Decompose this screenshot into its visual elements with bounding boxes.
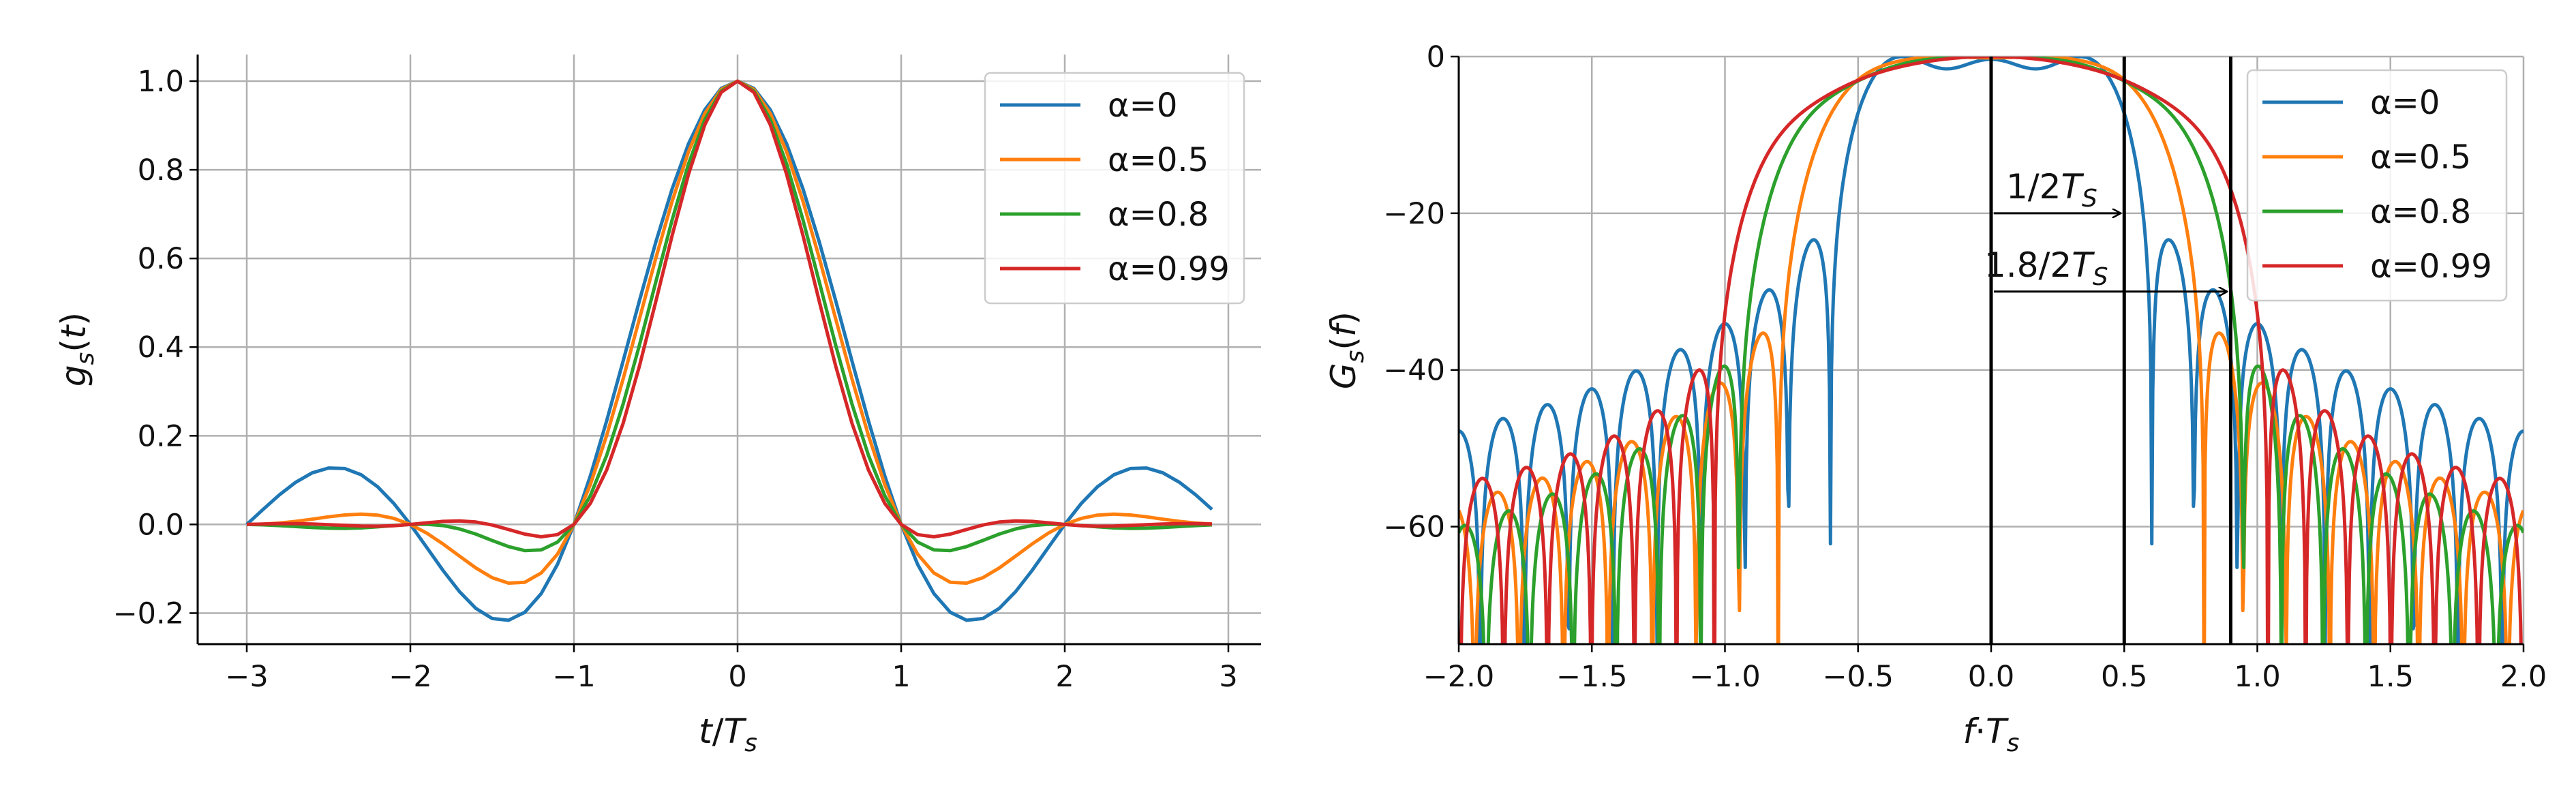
right-xlabel-dot: ·: [1975, 712, 1986, 751]
right-ylabel-G: G: [1324, 363, 1363, 389]
right-legend-box: [2246, 69, 2508, 302]
left-series-lines: [245, 79, 1213, 622]
left-y-axis-label-text: gs(t): [54, 312, 100, 386]
right-xlabel-sub: s: [2007, 729, 2020, 757]
right-vertical-lines: [1989, 57, 2232, 644]
right-y-axis-label-text: Gs(f): [1324, 312, 1369, 389]
left-ticks: −3 −2 −1 0 1 2 3 −0.2 0.0 0.2 0.4 0.6 0.8 1.0: [113, 65, 1238, 694]
left-legend-box: [984, 72, 1245, 305]
left-legend-label: α=0.99: [1108, 250, 1230, 288]
right-ylabel-sub: s: [1342, 350, 1369, 363]
left-legend-label: α=0.8: [1108, 196, 1209, 234]
left-y-tick-label: 0.4: [138, 331, 184, 365]
left-ylabel-close: ): [54, 312, 93, 326]
right-x-tick-label: −2.0: [1423, 660, 1494, 694]
right-xlabel-T: T: [1986, 712, 2009, 751]
left-series-line-3: [246, 79, 1213, 538]
left-legend: α=0 α=0.5 α=0.8 α=0.99: [984, 72, 1245, 305]
left-x-tick-label: −1: [552, 660, 595, 694]
right-x-axis-label-text: f·Ts: [1963, 712, 2020, 757]
right-x-tick-label: 2.0: [2500, 660, 2547, 694]
left-ylabel-t: t: [54, 324, 93, 339]
left-axes: [196, 55, 1261, 645]
right-series-line-2: [1459, 57, 2524, 644]
annot-text-sub: S: [2082, 185, 2097, 213]
right-x-tick-label: −0.5: [1823, 660, 1894, 694]
right-legend-label: α=0.99: [2370, 247, 2492, 286]
left-x-tick-label: −2: [389, 660, 431, 694]
chart-left: −3 −2 −1 0 1 2 3−0.20.00.20.40.60.81.0 t/Ts gs…: [54, 55, 1261, 757]
right-legend-label: α=0: [2370, 84, 2440, 122]
right-series-line-3: [1459, 57, 2523, 644]
annot-text-prefix: 1/2: [2006, 167, 2061, 207]
annot-text-sub: S: [2093, 263, 2108, 291]
right-annotation-label: 1/2TS: [2006, 167, 2097, 213]
right-ylabel-close: ): [1324, 312, 1363, 325]
right-x-tick-label: −1.5: [1556, 660, 1627, 694]
right-y-tick-label: −20: [1383, 197, 1445, 231]
left-x-tick-label: −3: [225, 660, 268, 694]
left-x-tick-label: 1: [892, 660, 910, 694]
left-ylabel-g: g: [54, 365, 93, 386]
left-x-tick-label: 3: [1219, 660, 1237, 694]
right-legend-label: α=0.5: [2370, 138, 2471, 177]
right-ticks: −2.0 −1.5 −1.0 −0.5 0.0 0.5 1.0 1.5 2.0 0 −20 −40 −6…: [1383, 40, 2547, 694]
left-xlabel-sub: s: [744, 729, 757, 757]
left-legend-label: α=0.5: [1108, 141, 1209, 179]
left-legend-label: α=0: [1108, 87, 1177, 125]
annot-text-prefix: 1.8/2: [1984, 245, 2072, 285]
annot-text-T: T: [2072, 245, 2095, 285]
left-ylabel-paren: (: [54, 339, 93, 352]
right-x-tick-label: −1.0: [1689, 660, 1760, 694]
right-y-tick-label: 0: [1427, 40, 1445, 74]
left-xlabel-T: T: [724, 712, 747, 751]
right-x-tick-label: 1.5: [2367, 660, 2414, 694]
right-x-tick-label: 0.0: [1968, 660, 2014, 694]
left-y-tick-label: −0.2: [113, 596, 184, 631]
right-y-tick-label: −40: [1383, 354, 1445, 388]
right-x-tick-label: 0.5: [2101, 660, 2147, 694]
right-x-tick-label: 1.0: [2234, 660, 2280, 694]
left-x-tick-label: 0: [728, 660, 746, 694]
left-y-tick-label: 1.0: [138, 65, 184, 99]
right-ylabel-paren: (: [1324, 337, 1363, 350]
left-x-tick-label: 2: [1055, 660, 1074, 694]
left-x-axis-label: t/Ts: [699, 712, 757, 757]
annot-text-T: T: [2061, 167, 2084, 207]
right-annotation-label: 1.8/2TS: [1984, 245, 2108, 291]
left-xlabel-t: t: [699, 712, 714, 751]
left-y-axis-label: gs(t): [54, 312, 100, 386]
left-y-tick-label: 0.8: [138, 153, 184, 187]
left-xlabel-slash: /: [712, 712, 724, 751]
right-legend: α=0 α=0.5 α=0.8 α=0.99: [2246, 69, 2508, 302]
left-ylabel-sub: s: [72, 352, 100, 365]
right-x-axis-label: f·Ts: [1963, 712, 2020, 757]
right-y-tick-label: −60: [1383, 511, 1445, 545]
right-y-axis-label: Gs(f): [1324, 312, 1369, 389]
right-legend-label: α=0.8: [2370, 193, 2471, 231]
left-y-tick-label: 0.2: [138, 419, 184, 453]
left-y-tick-label: 0.0: [138, 508, 184, 542]
left-y-tick-label: 0.6: [138, 242, 184, 276]
